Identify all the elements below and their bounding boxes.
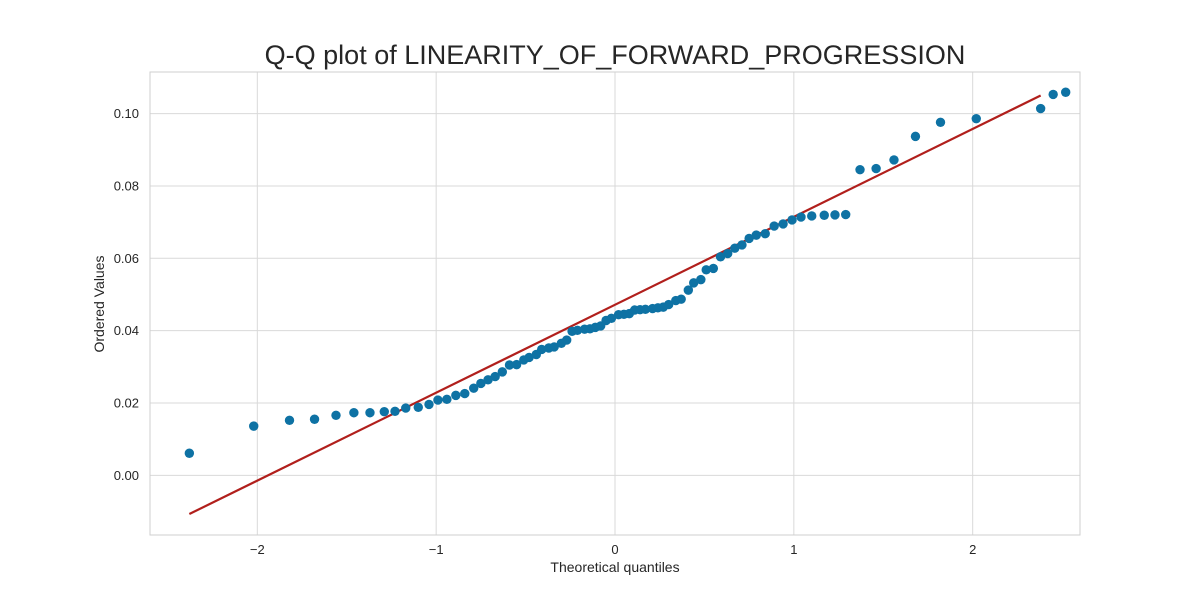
- data-point: [841, 209, 851, 220]
- data-point: [606, 313, 617, 324]
- data-point: [688, 278, 699, 288]
- data-point: [365, 408, 375, 418]
- data-point: [309, 414, 320, 424]
- y-tick-label: 0.00: [114, 468, 139, 483]
- data-point: [889, 155, 899, 165]
- data-point: [476, 378, 486, 389]
- data-point: [787, 215, 797, 225]
- data-point: [708, 263, 719, 274]
- data-point: [413, 402, 423, 413]
- data-point: [778, 219, 788, 229]
- plot-area: [149, 71, 1081, 536]
- data-point: [971, 113, 981, 124]
- y-tick-labels: 0.00 0.02 0.04 0.06 0.08 0.10: [114, 106, 139, 483]
- y-tick-label: 0.06: [114, 251, 139, 266]
- data-point: [379, 406, 389, 417]
- x-tick-label: −1: [429, 542, 444, 557]
- data-point: [511, 359, 522, 370]
- x-tick-label: 0: [611, 542, 618, 557]
- data-point: [640, 304, 651, 314]
- data-point: [910, 131, 921, 142]
- x-tick-label: 2: [969, 542, 976, 557]
- data-point: [683, 285, 694, 295]
- data-point: [497, 367, 508, 377]
- data-point: [483, 375, 493, 385]
- chart-title: Q-Q plot of LINEARITY_OF_FORWARD_PROGRES…: [265, 40, 966, 70]
- data-point: [401, 403, 411, 413]
- data-point: [1048, 89, 1058, 100]
- fit-line: [188, 94, 1042, 516]
- x-axis-label: Theoretical quantiles: [550, 559, 679, 575]
- data-point: [536, 344, 547, 355]
- x-tick-label: 1: [790, 542, 797, 557]
- data-point: [549, 342, 559, 352]
- data-point: [349, 408, 359, 418]
- data-point: [807, 211, 817, 221]
- data-point: [504, 360, 515, 370]
- data-point: [696, 274, 706, 285]
- grid: [150, 72, 1080, 535]
- data-point: [524, 352, 534, 363]
- data-point: [469, 383, 479, 393]
- data-point: [490, 371, 500, 382]
- data-point: [871, 163, 881, 174]
- y-tick-label: 0.10: [114, 106, 139, 121]
- data-point: [572, 325, 583, 335]
- data-point: [855, 164, 865, 175]
- data-point: [796, 212, 806, 222]
- y-tick-label: 0.04: [114, 323, 139, 338]
- data-point: [249, 421, 259, 431]
- data-point: [663, 299, 674, 310]
- data-point: [769, 221, 779, 231]
- data-point: [935, 117, 946, 127]
- data-point: [744, 233, 754, 244]
- data-point: [760, 228, 770, 239]
- data-point: [284, 415, 295, 426]
- fit-line-layer: [188, 94, 1042, 516]
- y-tick-label: 0.08: [114, 178, 139, 193]
- data-point: [730, 243, 740, 253]
- data-point: [424, 399, 434, 410]
- x-tick-labels: −2 −1 0 1 2: [250, 542, 976, 557]
- data-point: [451, 390, 461, 401]
- data-point: [751, 230, 761, 240]
- data-point: [737, 240, 747, 250]
- data-point: [460, 388, 470, 399]
- data-point: [830, 210, 840, 220]
- data-point: [701, 265, 711, 275]
- data-point: [715, 252, 726, 262]
- data-point: [722, 248, 733, 259]
- data-point: [676, 294, 686, 304]
- data-point: [562, 335, 572, 345]
- data-point: [1035, 103, 1046, 114]
- data-point: [433, 395, 443, 405]
- data-points-layer: [184, 87, 1071, 458]
- y-axis-label: Ordered Values: [91, 255, 107, 352]
- data-point: [390, 406, 400, 416]
- data-point: [331, 410, 341, 420]
- data-point: [819, 210, 829, 220]
- data-point: [1060, 87, 1071, 97]
- y-tick-label: 0.02: [114, 395, 139, 410]
- data-point: [442, 394, 452, 405]
- x-tick-label: −2: [250, 542, 265, 557]
- data-point: [184, 448, 195, 458]
